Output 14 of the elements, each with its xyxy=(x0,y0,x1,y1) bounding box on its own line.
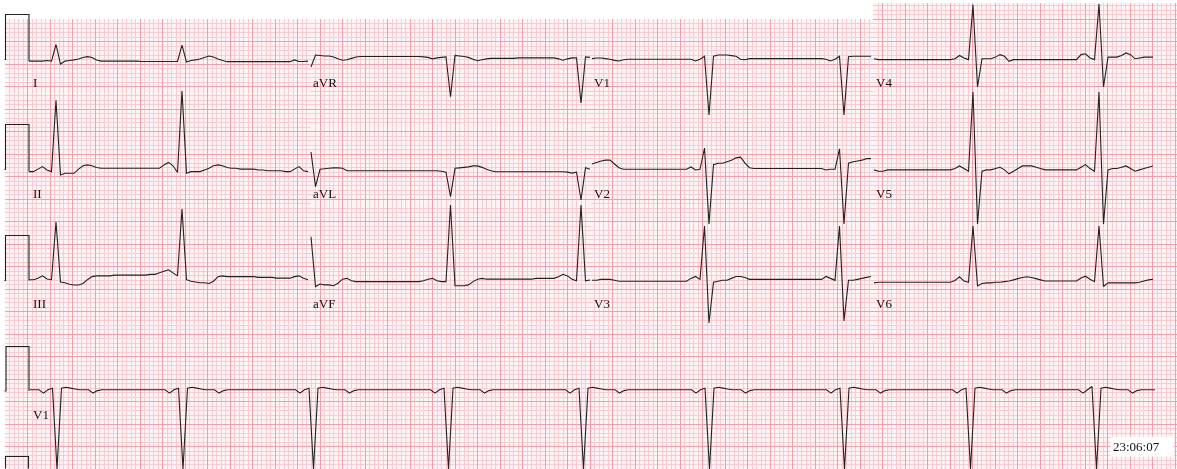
text: aVL xyxy=(313,185,337,201)
text: aVF xyxy=(313,295,336,311)
text: V4 xyxy=(876,74,893,90)
text: I xyxy=(33,74,38,90)
annotation: 23:06:07 xyxy=(1113,439,1160,454)
text: aVR xyxy=(313,74,338,90)
text: V2 xyxy=(594,185,610,201)
text: V5 xyxy=(876,185,892,201)
text: V1 xyxy=(33,406,49,422)
text: II xyxy=(33,185,42,201)
text: III xyxy=(33,295,46,311)
text: V1 xyxy=(594,74,610,90)
text: V3 xyxy=(594,295,610,311)
text: V6 xyxy=(876,295,893,311)
